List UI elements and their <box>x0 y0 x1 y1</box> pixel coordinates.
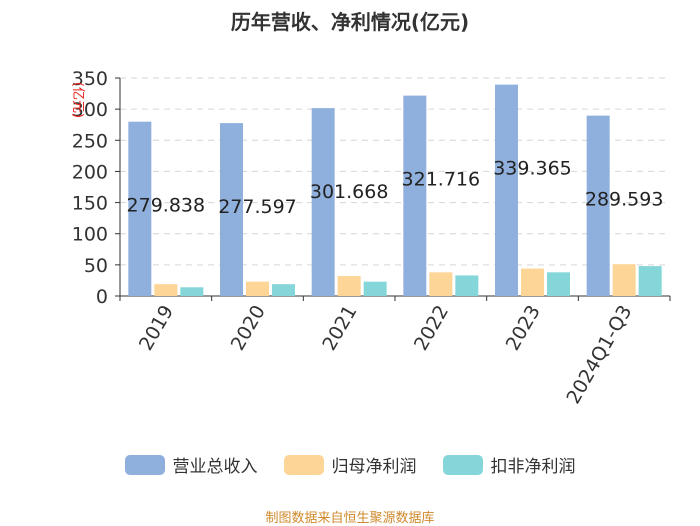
bar-revenue-2020 <box>220 123 243 296</box>
legend-item-parent-profit[interactable]: 归母净利润 <box>283 452 417 477</box>
bar-parent_profit-2022 <box>429 272 453 296</box>
y-tick-label: 250 <box>72 130 108 152</box>
y-tick-label: 50 <box>84 255 108 277</box>
data-label-revenue: 339.365 <box>493 158 572 180</box>
y-tick-label: 200 <box>72 161 108 183</box>
bar-revenue-2019 <box>128 121 152 297</box>
x-tick-label: 2024Q1-Q3 <box>562 302 636 408</box>
bar-parent_profit-2023 <box>521 268 544 296</box>
bar-parent_profit-2020 <box>246 281 269 296</box>
bar-parent_profit-2019 <box>154 284 178 296</box>
data-label-revenue: 279.838 <box>127 195 206 217</box>
legend-swatch-revenue <box>124 454 165 475</box>
chart-title: 历年营收、净利情况(亿元) <box>230 10 470 34</box>
bar-revenue-2024Q1-Q3 <box>586 115 610 296</box>
legend[interactable]: 营业总收入 归母净利润 扣非净利润 <box>0 452 700 477</box>
y-axis-label: (亿元) <box>70 82 85 118</box>
bar-parent_profit-2024Q1-Q3 <box>612 264 636 296</box>
legend-label-revenue: 营业总收入 <box>172 457 258 477</box>
legend-item-deducted-profit[interactable]: 扣非净利润 <box>442 452 576 477</box>
bar-revenue-2022 <box>403 95 427 297</box>
source-note: 制图数据来自恒生聚源数据库 <box>265 511 435 526</box>
bar-deducted_profit-2024Q1-Q3 <box>638 266 662 296</box>
x-tick-label: 2021 <box>318 302 361 355</box>
bar-deducted_profit-2022 <box>455 275 479 296</box>
data-label-revenue: 301.668 <box>310 181 389 203</box>
x-tick-label: 2023 <box>502 302 545 355</box>
bar-deducted_profit-2020 <box>272 284 295 296</box>
x-tick-label: 2022 <box>410 302 453 355</box>
bar-revenue-2021 <box>311 108 335 296</box>
legend-swatch-parent-profit <box>283 454 324 475</box>
bar-deducted_profit-2019 <box>180 287 204 296</box>
legend-item-revenue[interactable]: 营业总收入 <box>124 452 258 477</box>
data-label-revenue: 277.597 <box>218 196 297 218</box>
y-tick-label: 150 <box>72 193 108 215</box>
y-tick-label: 100 <box>72 224 108 246</box>
legend-label-deducted-profit: 扣非净利润 <box>490 457 576 477</box>
x-tick-label: 2020 <box>227 302 270 355</box>
y-tick-label: 350 <box>72 68 108 90</box>
bar-parent_profit-2021 <box>337 276 361 296</box>
bar-revenue-2023 <box>495 84 518 296</box>
bar-deducted_profit-2023 <box>547 272 570 296</box>
y-tick-label: 0 <box>96 286 108 308</box>
data-label-revenue: 321.716 <box>402 169 481 191</box>
bar-chart: 0 50 100 150 200 250 300 350(亿元) 2019 2020 2021 202… <box>70 68 671 408</box>
legend-label-parent-profit: 归母净利润 <box>331 457 417 477</box>
bar-deducted_profit-2021 <box>363 281 387 296</box>
y-tick-label: 300 <box>72 99 108 121</box>
x-tick-label: 2019 <box>135 302 178 355</box>
data-label-revenue: 289.593 <box>585 189 664 211</box>
legend-swatch-deducted-profit <box>442 454 483 475</box>
